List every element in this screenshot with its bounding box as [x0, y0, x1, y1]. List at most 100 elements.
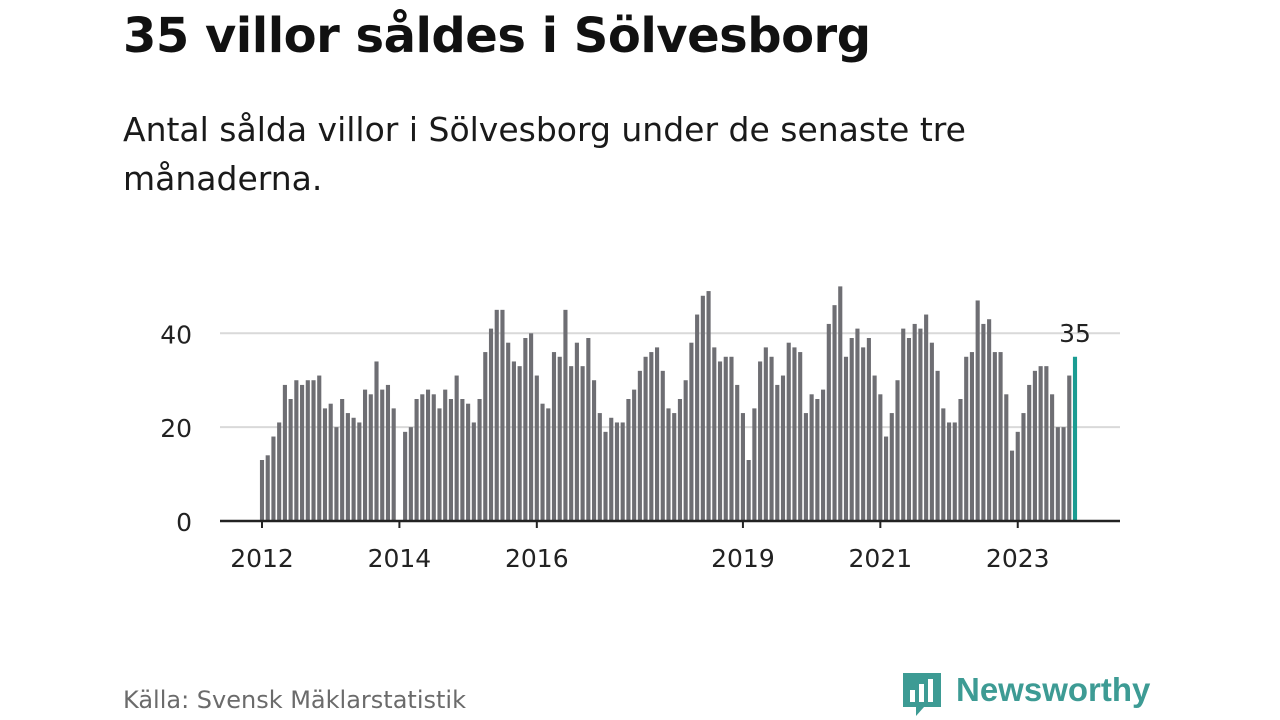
bar: [511, 361, 516, 521]
bar: [454, 375, 459, 521]
bar: [683, 380, 688, 521]
bar: [1055, 427, 1060, 521]
x-tick-label: 2012: [230, 544, 294, 573]
bar: [1044, 366, 1049, 521]
bar: [317, 375, 322, 521]
bar: [471, 422, 476, 521]
bar: [889, 413, 894, 521]
bar: [918, 328, 923, 521]
bar: [866, 338, 871, 521]
bar: [488, 328, 494, 521]
bar: [998, 352, 1003, 521]
bar: [815, 399, 820, 521]
bar: [540, 403, 545, 521]
bar: [523, 338, 528, 521]
bar: [328, 403, 333, 521]
bar: [752, 408, 757, 521]
chart-title: 35 villor såldes i Sölvesborg: [123, 8, 871, 64]
bar: [924, 314, 929, 521]
y-tick-label: 0: [176, 508, 192, 537]
bar: [506, 342, 511, 521]
bar: [580, 366, 585, 521]
bar: [1038, 366, 1043, 521]
bar: [460, 399, 465, 521]
bar: [838, 286, 843, 521]
bar: [425, 389, 431, 521]
bar: [551, 352, 557, 521]
bar: [1027, 384, 1032, 521]
brand-name: Newsworthy: [956, 671, 1151, 708]
bar: [792, 347, 797, 521]
bar: [345, 413, 350, 521]
bar: [992, 352, 997, 521]
bar: [334, 427, 339, 521]
bar: [672, 413, 677, 521]
bar: [483, 352, 488, 521]
bar: [952, 422, 957, 521]
chart-subtitle: Antal sålda villor i Sölvesborg under de…: [123, 110, 966, 198]
bar: [895, 380, 900, 521]
bar: [1009, 450, 1015, 521]
bar: [637, 370, 642, 521]
bar: [569, 366, 574, 521]
bar: [311, 380, 316, 521]
bar: [1067, 375, 1072, 521]
bar: [861, 347, 866, 521]
source-note: Källa: Svensk Mäklarstatistik: [123, 686, 466, 714]
bar: [912, 323, 917, 521]
bar: [798, 352, 803, 521]
bar: [666, 408, 671, 521]
bar: [340, 399, 345, 521]
bar: [362, 389, 368, 521]
bar: [529, 333, 534, 521]
bar: [1015, 431, 1020, 521]
bar: [620, 422, 625, 521]
bar: [380, 389, 385, 521]
bar: [609, 417, 614, 521]
bar: [546, 408, 551, 521]
bar: [277, 422, 282, 521]
bar: [259, 460, 265, 521]
bar: [391, 408, 396, 521]
bar: [500, 309, 505, 521]
bar: [946, 422, 952, 521]
bar: [466, 403, 471, 521]
bar: [843, 356, 849, 521]
bar: [723, 356, 728, 521]
bar: [735, 384, 740, 521]
bar: [420, 394, 425, 521]
bar: [987, 319, 992, 521]
bar: [351, 417, 356, 521]
bar: [981, 323, 986, 521]
x-tick-label: 2019: [711, 544, 775, 573]
bar: [975, 300, 980, 521]
bar: [649, 352, 654, 521]
bar-chart-speech-bubble-icon: [903, 673, 941, 716]
bar: [586, 338, 591, 521]
bar: [832, 305, 837, 521]
bar-highlight: [1072, 356, 1078, 521]
bar: [958, 399, 963, 521]
bars: [259, 286, 1078, 521]
y-tick-label: 20: [160, 414, 192, 443]
bar: [901, 328, 906, 521]
bar: [368, 394, 373, 521]
bar: [408, 427, 413, 521]
bar: [695, 314, 700, 521]
bar: [809, 394, 814, 521]
bar: [740, 413, 745, 521]
bar-chart: 0 20 40 35 2012 2014 2016 2019 2021 2023: [160, 286, 1120, 573]
bar: [403, 431, 408, 521]
bar: [763, 347, 768, 521]
bar: [374, 361, 379, 521]
bar: [626, 399, 631, 521]
y-tick-label: 40: [160, 320, 192, 349]
tick-labels: 0 20 40 35 2012 2014 2016 2019 2021 2023: [160, 319, 1091, 573]
bar: [431, 394, 436, 521]
bar: [758, 361, 763, 521]
bar: [769, 356, 774, 521]
bar: [477, 399, 482, 521]
bar: [1032, 370, 1037, 521]
bar: [855, 328, 860, 521]
bar: [282, 384, 287, 521]
